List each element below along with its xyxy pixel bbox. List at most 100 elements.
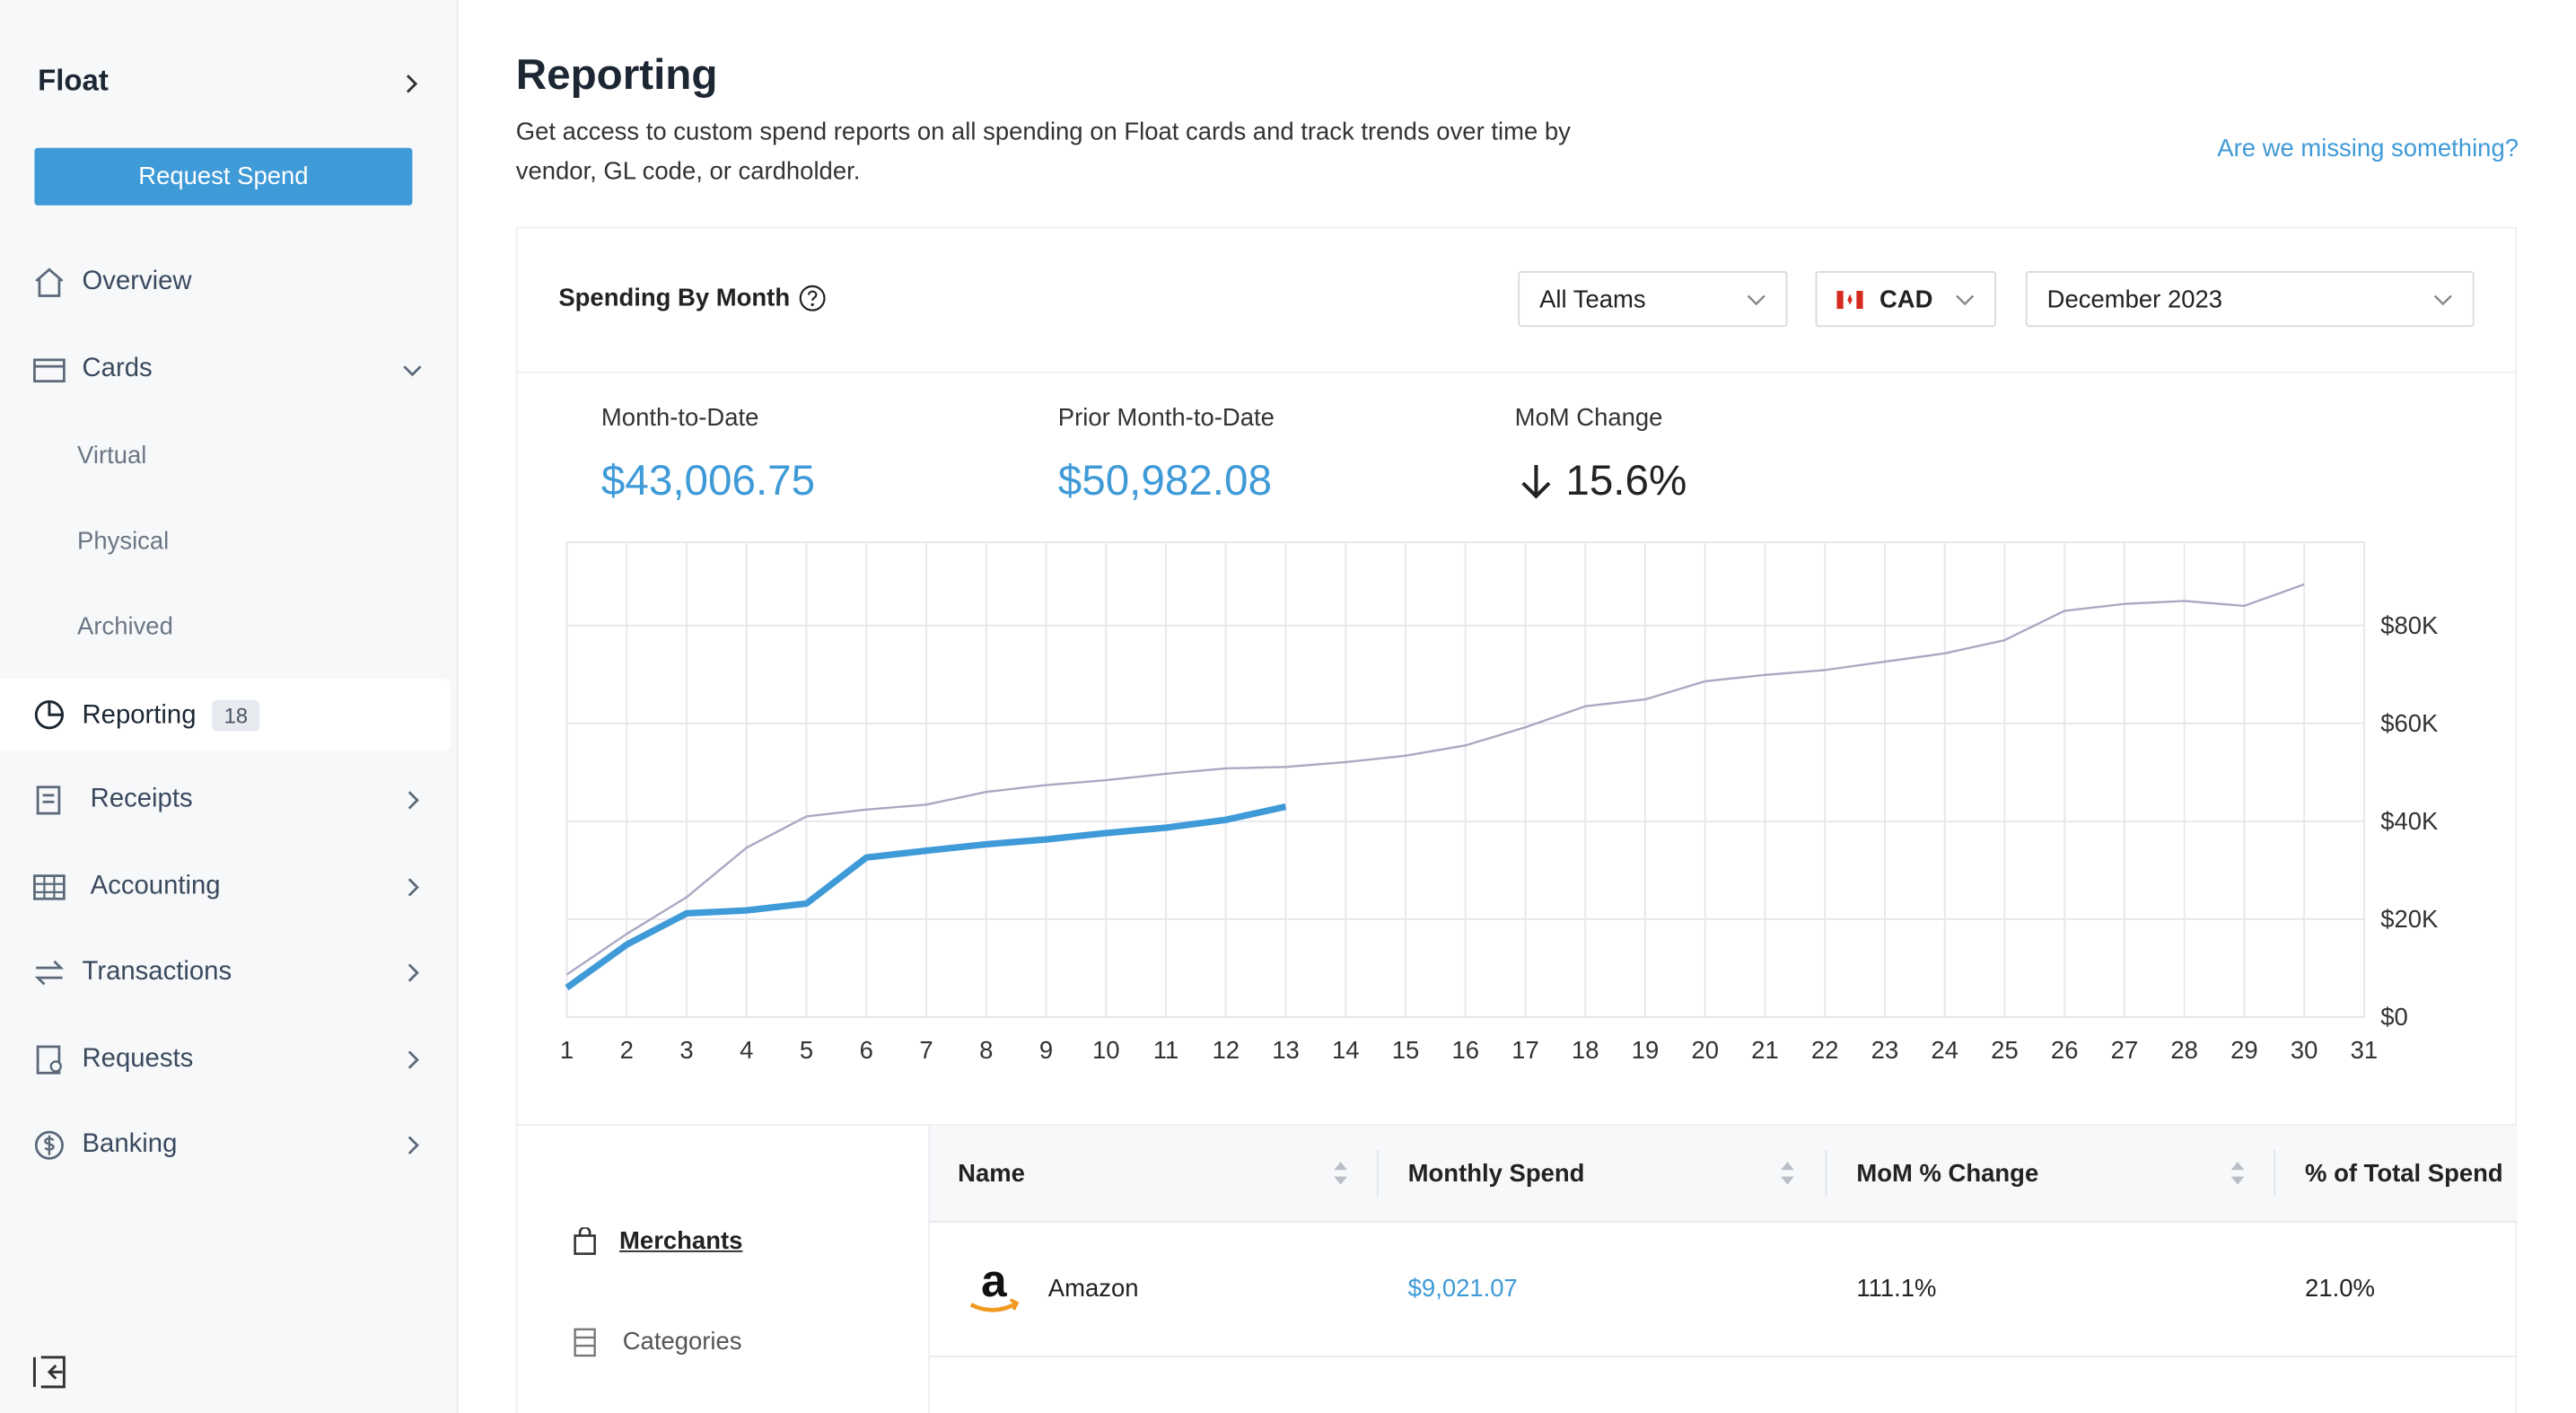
- chevron: [1956, 294, 1975, 306]
- chevron: [2433, 294, 2452, 306]
- nav-label: Overview: [82, 268, 192, 296]
- x-tick-label: 22: [1811, 1036, 1839, 1064]
- list-icon: [574, 1328, 596, 1357]
- request-spend-button[interactable]: Request Spend: [34, 147, 413, 206]
- x-tick-label: 10: [1092, 1036, 1120, 1064]
- stat-value: 15.6%: [1565, 455, 1687, 505]
- nav-subitem[interactable]: Physical: [77, 527, 170, 556]
- tab[interactable]: Categories: [622, 1327, 742, 1356]
- chevron: [407, 1136, 419, 1154]
- svg-text:a: a: [981, 1255, 1007, 1306]
- help-icon[interactable]: [799, 285, 827, 312]
- x-tick-label: 24: [1931, 1036, 1958, 1064]
- x-tick-label: 29: [2230, 1036, 2258, 1064]
- x-tick-label: 31: [2351, 1036, 2379, 1064]
- badge: 18: [212, 698, 259, 731]
- sort-icon[interactable]: [1777, 1158, 1797, 1188]
- select-value: CAD: [1879, 285, 1933, 313]
- nav-subitem[interactable]: Virtual: [77, 442, 147, 470]
- chevron: [403, 365, 422, 377]
- nav-item[interactable]: Receipts: [0, 764, 451, 837]
- column-header[interactable]: Monthly Spend: [1407, 1159, 1585, 1188]
- x-tick-label: 20: [1691, 1036, 1719, 1064]
- merchant-logo: a: [969, 1255, 1020, 1312]
- nav-label: Cards: [82, 355, 153, 383]
- y-tick-label: $0: [2380, 1003, 2408, 1031]
- page-title: Reporting: [515, 48, 718, 99]
- x-tick-label: 16: [1451, 1036, 1479, 1064]
- nav-item-active[interactable]: Reporting 18: [0, 678, 451, 751]
- x-tick-label: 26: [2051, 1036, 2079, 1064]
- total-share: 21.0%: [2305, 1274, 2375, 1303]
- nav-item[interactable]: Banking: [0, 1110, 451, 1182]
- line-series: [565, 803, 1287, 991]
- x-tick-label: 1: [560, 1036, 574, 1064]
- nav-item[interactable]: Accounting: [0, 851, 451, 924]
- nav-label: Receipts: [90, 785, 193, 814]
- icon: [34, 1130, 64, 1160]
- chevron: [406, 75, 418, 93]
- team-select[interactable]: All Teams: [1518, 271, 1788, 328]
- report-card: [515, 226, 2518, 1413]
- nav-label: Requests: [82, 1045, 194, 1074]
- y-tick-label: $40K: [2380, 807, 2438, 835]
- stat-value: $50,982.08: [1057, 455, 1272, 505]
- icon: [36, 1045, 62, 1075]
- icon: [33, 874, 66, 900]
- nav-label: Reporting 18: [83, 698, 259, 731]
- icon: [34, 700, 65, 730]
- column-header[interactable]: MoM % Change: [1856, 1159, 2039, 1188]
- icon: [35, 268, 64, 297]
- row-divider: [930, 1356, 2518, 1357]
- x-tick-label: 17: [1511, 1036, 1539, 1064]
- tab-active[interactable]: Merchants: [619, 1227, 743, 1256]
- sort-icon[interactable]: [1331, 1158, 1351, 1188]
- nav-label: Transactions: [82, 958, 232, 987]
- nav-subitem[interactable]: Archived: [77, 612, 173, 641]
- down-arrow: [1521, 465, 1551, 499]
- x-tick-label: 19: [1632, 1036, 1660, 1064]
- feedback-link[interactable]: Are we missing something?: [2217, 135, 2519, 163]
- mom-change: 111.1%: [1856, 1274, 1937, 1303]
- x-tick-label: 21: [1751, 1036, 1779, 1064]
- column-header[interactable]: Name: [958, 1159, 1025, 1188]
- x-tick-label: 25: [1991, 1036, 2019, 1064]
- sidebar: Float Request Spend Overview Cards Virtu…: [0, 0, 459, 1413]
- x-tick-label: 18: [1572, 1036, 1599, 1064]
- brand[interactable]: Float: [38, 64, 109, 97]
- column-divider: [1825, 1150, 1827, 1197]
- icon: [33, 358, 66, 383]
- nav-item[interactable]: Transactions: [0, 936, 451, 1009]
- monthly-spend[interactable]: $9,021.07: [1407, 1274, 1518, 1303]
- card-title: Spending By Month: [558, 284, 791, 312]
- chevron: [407, 1050, 419, 1069]
- select-value: All Teams: [1539, 285, 1646, 313]
- x-tick-label: 27: [2111, 1036, 2139, 1064]
- stat-label: Prior Month-to-Date: [1057, 404, 1275, 433]
- bag-icon: [574, 1227, 596, 1255]
- x-tick-label: 9: [1039, 1036, 1053, 1064]
- x-tick-label: 4: [740, 1036, 753, 1064]
- nav-item[interactable]: Requests: [0, 1023, 451, 1096]
- nav-item[interactable]: Overview: [0, 247, 451, 320]
- stat-label: MoM Change: [1514, 404, 1663, 433]
- currency-select[interactable]: CAD: [1815, 271, 1996, 328]
- x-tick-label: 7: [919, 1036, 933, 1064]
- x-tick-label: 30: [2291, 1036, 2318, 1064]
- column-header[interactable]: % of Total Spend: [2305, 1159, 2503, 1188]
- chevron: [407, 791, 419, 810]
- divider: [517, 1123, 2516, 1126]
- icon: [34, 960, 65, 986]
- nav-item[interactable]: Cards: [0, 334, 451, 407]
- x-tick-label: 8: [979, 1036, 993, 1064]
- month-select[interactable]: December 2023: [2025, 271, 2475, 328]
- x-tick-label: 5: [800, 1036, 813, 1064]
- x-tick-label: 6: [860, 1036, 873, 1064]
- table-header: [930, 1125, 2518, 1223]
- x-tick-label: 3: [679, 1036, 693, 1064]
- collapse-button[interactable]: [31, 1354, 67, 1390]
- sort-icon[interactable]: [2228, 1158, 2247, 1188]
- divider: [928, 1125, 931, 1413]
